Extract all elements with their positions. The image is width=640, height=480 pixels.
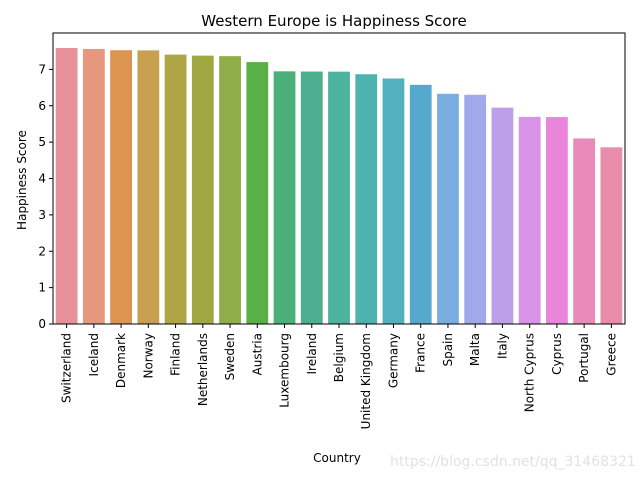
x-tick-label: Portugal bbox=[577, 333, 591, 383]
bar-greece bbox=[600, 147, 623, 324]
bars-group bbox=[55, 48, 623, 325]
x-tick-label: Denmark bbox=[114, 333, 128, 388]
y-tick-label: 1 bbox=[38, 281, 46, 295]
x-tick-label: United Kingdom bbox=[359, 333, 373, 429]
x-axis-label: Country bbox=[313, 451, 361, 465]
x-tick-label: North Cyprus bbox=[523, 333, 537, 412]
x-tick-label: Finland bbox=[169, 333, 183, 376]
x-tick-label: Cyprus bbox=[550, 333, 564, 375]
x-tick-label: Luxembourg bbox=[278, 333, 292, 408]
bar-netherlands bbox=[191, 55, 214, 325]
y-tick-label: 7 bbox=[38, 62, 46, 76]
x-tick-label: Ireland bbox=[305, 333, 319, 375]
x-tick-label: Spain bbox=[441, 333, 455, 367]
bar-cyprus bbox=[546, 117, 568, 324]
x-tick-label: Austria bbox=[250, 333, 264, 375]
bar-denmark bbox=[110, 50, 132, 324]
x-tick-label: Netherlands bbox=[196, 333, 210, 406]
y-axis: 0 1 2 3 4 5 6 7 bbox=[38, 62, 53, 331]
x-tick-label: Switzerland bbox=[60, 333, 74, 403]
chart-title: Western Europe is Happiness Score bbox=[201, 12, 466, 30]
bar-norway bbox=[137, 50, 160, 325]
bar-austria bbox=[246, 62, 269, 324]
x-tick-label: Greece bbox=[604, 333, 618, 376]
bar-spain bbox=[437, 93, 459, 324]
bar-switzerland bbox=[55, 48, 78, 324]
x-tick-label: Belgium bbox=[332, 333, 346, 382]
y-tick-label: 2 bbox=[38, 244, 46, 258]
bar-ireland bbox=[300, 71, 323, 325]
bar-united-kingdom bbox=[355, 74, 378, 324]
y-tick-label: 6 bbox=[38, 99, 46, 113]
bar-luxembourg bbox=[273, 71, 296, 324]
y-tick-label: 0 bbox=[38, 317, 46, 331]
bar-italy bbox=[491, 107, 514, 324]
bar-portugal bbox=[573, 138, 596, 324]
bar-germany bbox=[382, 78, 405, 324]
x-tick-label: France bbox=[414, 333, 428, 373]
bar-north-cyprus bbox=[518, 116, 541, 324]
bar-belgium bbox=[328, 71, 350, 324]
y-tick-label: 5 bbox=[38, 135, 46, 149]
y-axis-label: Happiness Score bbox=[15, 130, 29, 230]
x-tick-label: Iceland bbox=[87, 333, 101, 376]
x-axis: Switzerland Iceland Denmark Norway Finland Ne… bbox=[60, 324, 618, 429]
watermark-text: https://blog.csdn.net/qq_31468321 bbox=[390, 454, 636, 470]
bar-france bbox=[409, 84, 432, 324]
x-tick-label: Italy bbox=[495, 333, 509, 359]
y-tick-label: 3 bbox=[38, 208, 46, 222]
y-tick-label: 4 bbox=[38, 172, 46, 186]
plot-frame bbox=[52, 32, 626, 325]
x-tick-label: Sweden bbox=[223, 333, 237, 380]
bar-iceland bbox=[82, 48, 105, 324]
x-tick-label: Germany bbox=[386, 333, 400, 388]
x-tick-label: Norway bbox=[141, 333, 155, 379]
bar-finland bbox=[164, 54, 187, 324]
x-tick-label: Malta bbox=[468, 333, 482, 366]
bar-sweden bbox=[219, 56, 241, 325]
bar-malta bbox=[464, 94, 487, 325]
